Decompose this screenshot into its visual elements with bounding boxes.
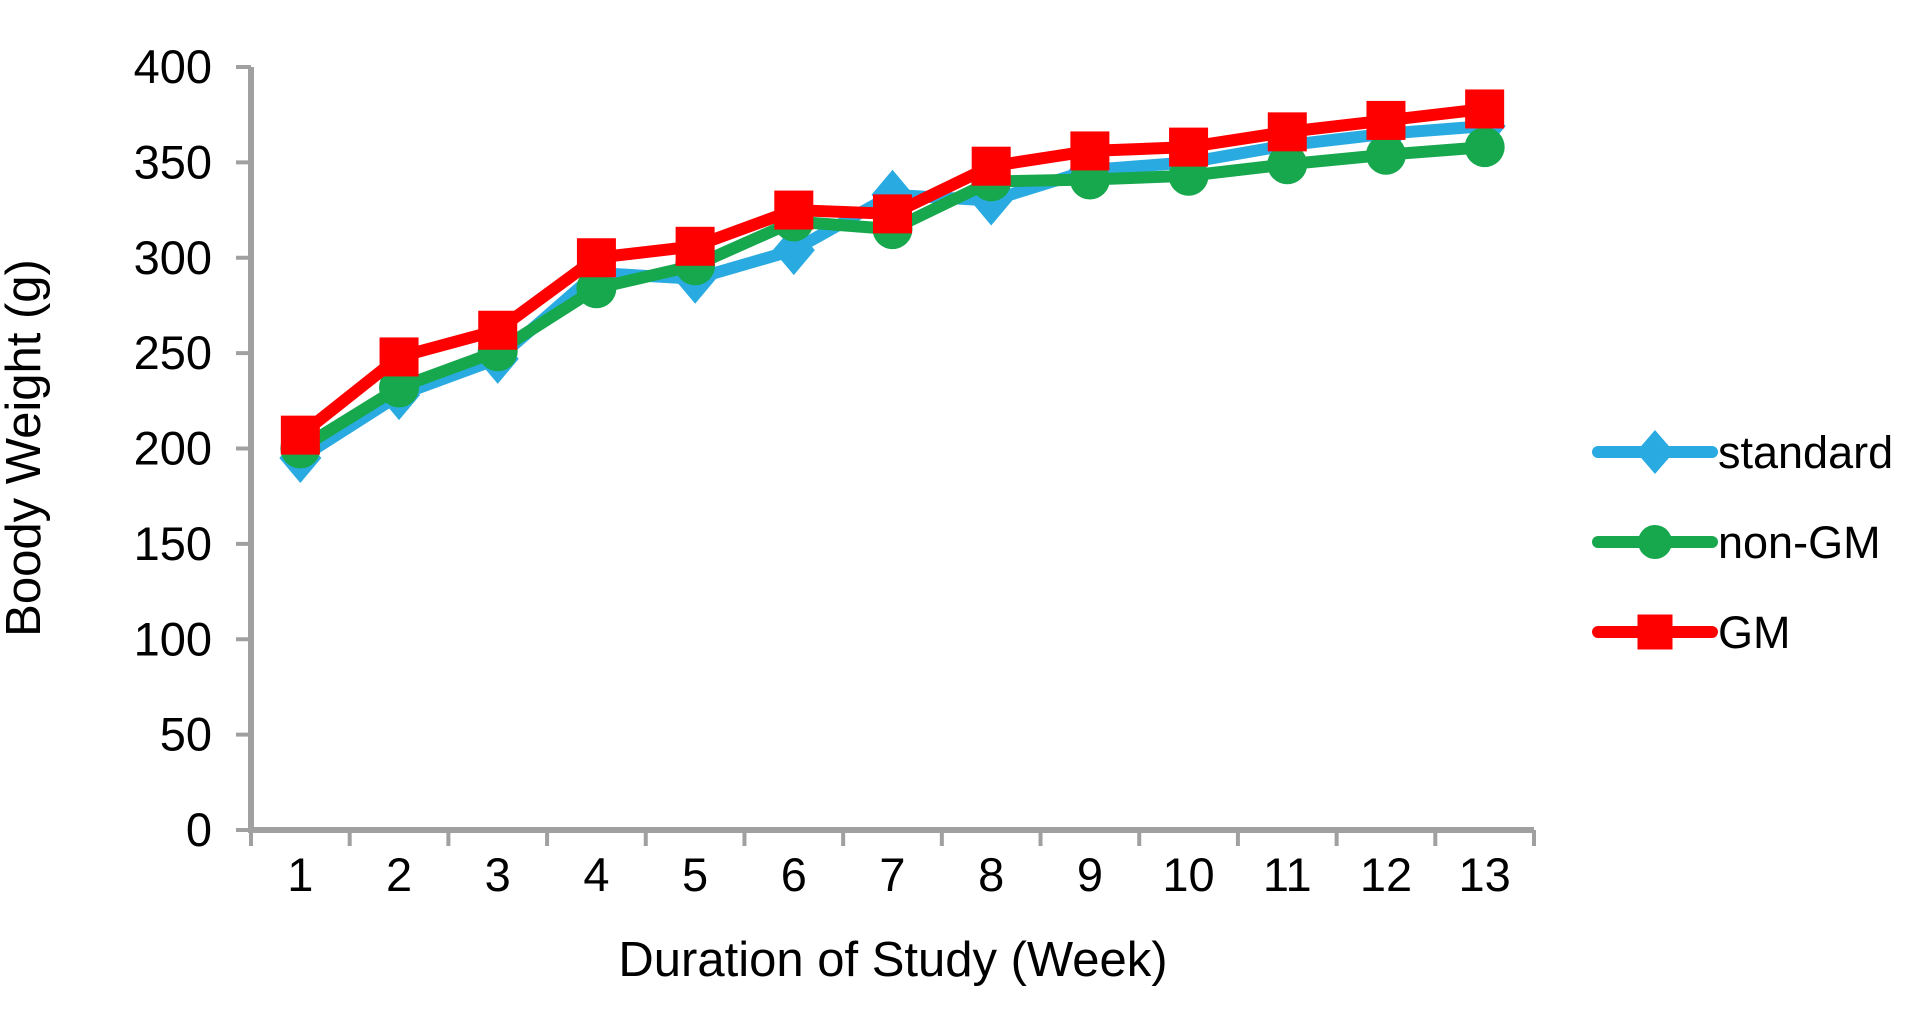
y-tick-label: 100 (134, 612, 212, 665)
marker-circle (379, 367, 420, 408)
x-tick-label: 8 (978, 848, 1004, 901)
marker-square (774, 190, 814, 230)
series-layer (279, 89, 1506, 484)
x-tick-label: 7 (879, 848, 905, 901)
series-GM (280, 89, 1505, 455)
marker-square (1070, 131, 1110, 171)
y-tick-label: 0 (186, 803, 212, 856)
y-tick-label: 250 (134, 326, 212, 379)
x-tick-label: 10 (1162, 848, 1214, 901)
x-tick-label: 4 (583, 848, 609, 901)
marker-square (971, 146, 1011, 186)
x-tick-label: 3 (485, 848, 511, 901)
x-axis-title: Duration of Study (Week) (618, 933, 1167, 987)
marker-circle (1638, 525, 1672, 559)
legend-label: GM (1718, 607, 1791, 658)
marker-diamond (1636, 430, 1674, 474)
marker-square (1637, 614, 1673, 650)
x-tick-label: 5 (682, 848, 708, 901)
legend-item-standard: standard (1592, 427, 1893, 478)
y-tick-label: 400 (134, 40, 212, 93)
marker-square (675, 226, 715, 266)
marker-circle (1464, 127, 1505, 168)
legend-item-non-GM: non-GM (1592, 517, 1881, 568)
x-tick-label: 9 (1077, 848, 1103, 901)
marker-square (1465, 89, 1505, 129)
marker-square (1169, 127, 1209, 167)
marker-square (873, 194, 912, 234)
legend-label: standard (1718, 427, 1893, 478)
marker-circle (1365, 134, 1406, 175)
marker-square (576, 238, 616, 278)
y-axis-title: Boody Weight (g) (0, 259, 51, 637)
x-tick-label: 11 (1263, 848, 1312, 901)
x-tick-label: 12 (1360, 848, 1412, 901)
marker-square (280, 415, 320, 455)
y-tick-label: 350 (134, 135, 212, 188)
marker-square (478, 310, 518, 350)
marker-circle (1267, 144, 1308, 185)
legend-label: non-GM (1718, 517, 1881, 568)
y-tick-label: 300 (134, 231, 212, 284)
x-tick-label: 6 (781, 848, 807, 901)
marker-square (1267, 112, 1307, 152)
marker-square (1366, 100, 1406, 140)
x-tick-label: 1 (287, 848, 313, 901)
legend-item-GM: GM (1592, 607, 1791, 658)
x-tick-label: 2 (386, 848, 412, 901)
marker-square (379, 337, 419, 377)
marker-circle (576, 268, 617, 309)
y-tick-label: 200 (134, 422, 212, 475)
y-tick-label: 50 (160, 708, 212, 761)
legend: standard non-GM GM (1592, 427, 1893, 658)
y-tick-label: 150 (134, 517, 212, 570)
x-tick-label: 13 (1459, 848, 1511, 901)
